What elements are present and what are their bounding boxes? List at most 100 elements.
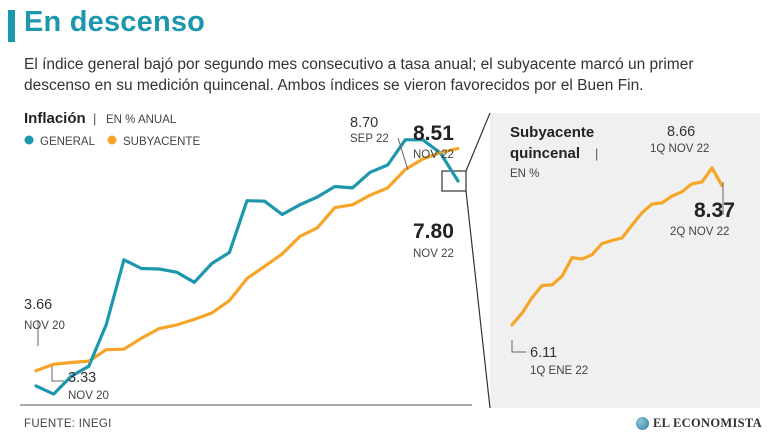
label-quincenal-peak-period: 1Q NOV 22 (650, 143, 709, 155)
label-subyacente-start-period: NOV 20 (24, 320, 65, 332)
detail-panel-bg (490, 113, 760, 408)
zoom-connector-bottom (465, 190, 491, 409)
main-point-subyacente (421, 157, 425, 161)
detail-chart-unit: EN % (510, 168, 539, 180)
leader-general-start (51, 366, 64, 382)
main-point-subyacente (403, 168, 407, 171)
main-point-subyacente (280, 252, 284, 256)
label-quincenal-start-period: 1Q ENE 22 (530, 365, 588, 377)
detail-point-subyacente (540, 284, 544, 287)
label-quincenal-end-value: 8.37 (694, 199, 735, 222)
detail-point-subyacente (710, 166, 714, 170)
main-point-general (368, 170, 372, 174)
detail-point-subyacente (600, 242, 604, 246)
detail-point-subyacente (680, 190, 684, 194)
main-point-general (298, 203, 302, 207)
detail-point-subyacente (670, 194, 674, 198)
label-general-end-period: NOV 22 (413, 248, 454, 260)
detail-point-subyacente (530, 296, 534, 300)
source-note: FUENTE: INEGI (24, 418, 112, 430)
main-point-subyacente (34, 369, 38, 373)
main-point-general (175, 270, 179, 274)
main-point-general (245, 199, 249, 203)
legend-swatch-general (24, 135, 34, 145)
detail-chart-title-separator: | (595, 146, 598, 161)
main-point-general (140, 267, 143, 270)
main-point-general (104, 323, 108, 326)
detail-point-subyacente (660, 201, 664, 205)
label-general-peak-period: SEP 22 (350, 133, 389, 145)
main-point-general (280, 213, 284, 216)
detail-point-subyacente (650, 202, 654, 206)
main-point-general (333, 185, 337, 188)
series-line-subyacente-quincenal (510, 166, 724, 327)
label-subyacente-end-value: 8.51 (413, 122, 454, 145)
main-point-subyacente (368, 193, 372, 197)
main-point-general (34, 384, 38, 388)
main-point-general (87, 364, 91, 368)
detail-point-subyacente (690, 182, 694, 186)
main-point-subyacente (192, 318, 196, 321)
main-point-general (403, 138, 407, 142)
main-point-general (263, 199, 266, 203)
main-point-general (351, 186, 354, 190)
title-accent-bar (8, 10, 15, 42)
main-point-general (386, 163, 390, 167)
main-point-general (421, 138, 425, 142)
main-point-subyacente (157, 327, 161, 330)
label-subyacente-start-value: 3.66 (24, 297, 52, 313)
leader-quincenal-start (511, 340, 526, 353)
main-point-general (456, 179, 460, 183)
detail-chart-title-line1: Subyacente (510, 124, 594, 141)
label-general-peak-value: 8.70 (350, 115, 378, 131)
main-point-subyacente (104, 348, 108, 352)
main-point-subyacente (228, 299, 231, 302)
label-general-start-period: NOV 20 (68, 390, 109, 402)
main-point-subyacente (69, 361, 73, 364)
legend-swatch-subyacente (107, 135, 117, 145)
detail-point-subyacente (590, 253, 594, 257)
detail-point-subyacente (520, 311, 524, 315)
main-point-subyacente (122, 347, 126, 351)
detail-point-subyacente (550, 283, 554, 287)
label-quincenal-start-value: 6.11 (530, 345, 557, 361)
main-point-subyacente (456, 147, 460, 150)
legend-label-subyacente: SUBYACENTE (123, 136, 200, 148)
legend-label-general: GENERAL (40, 136, 96, 148)
detail-point-subyacente (570, 256, 574, 260)
main-point-general (210, 262, 214, 265)
main-point-subyacente (439, 151, 442, 155)
main-point-general (157, 267, 161, 271)
label-quincenal-end-period: 2Q NOV 22 (670, 226, 729, 238)
zoom-connector-top (465, 112, 491, 172)
main-point-subyacente (263, 264, 266, 268)
detail-chart-points (510, 166, 724, 327)
main-point-subyacente (333, 206, 337, 210)
detail-point-subyacente (610, 239, 614, 242)
main-point-subyacente (52, 362, 55, 366)
main-point-general (52, 392, 55, 396)
main-point-general (192, 280, 196, 284)
detail-point-subyacente (630, 223, 634, 227)
label-general-end-value: 7.80 (413, 220, 454, 243)
label-general-start-value: 3.33 (68, 370, 96, 386)
main-point-general (315, 195, 319, 199)
detail-point-subyacente (640, 211, 644, 215)
page-title: En descenso (24, 6, 206, 38)
label-subyacente-end-period: NOV 22 (413, 149, 454, 161)
main-point-subyacente (351, 203, 354, 207)
detail-point-subyacente (700, 180, 704, 184)
main-point-subyacente (245, 277, 249, 280)
main-chart-title-separator: | (93, 111, 96, 126)
main-point-subyacente (210, 311, 214, 315)
main-point-subyacente (140, 336, 143, 340)
detail-point-subyacente (560, 274, 564, 278)
main-point-subyacente (87, 359, 91, 363)
main-point-subyacente (315, 226, 319, 230)
main-chart-title: Inflación (24, 110, 86, 127)
page-subtitle: El índice general bajó por segundo mes c… (24, 56, 694, 94)
main-point-subyacente (386, 186, 390, 190)
main-point-general (122, 258, 126, 262)
